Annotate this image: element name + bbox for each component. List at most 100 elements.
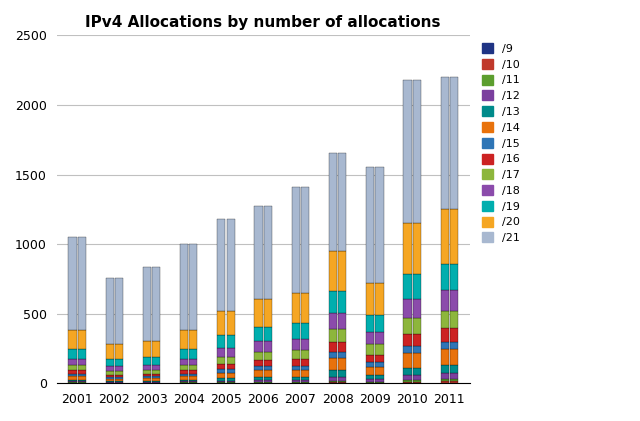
- Bar: [180, 349, 188, 359]
- Bar: [329, 381, 337, 382]
- Bar: [106, 371, 114, 375]
- Bar: [180, 365, 188, 370]
- Bar: [115, 344, 123, 359]
- Bar: [292, 293, 300, 323]
- Bar: [77, 381, 86, 382]
- Bar: [77, 365, 86, 370]
- Bar: [338, 153, 346, 250]
- Bar: [440, 373, 449, 378]
- Bar: [450, 328, 458, 342]
- Bar: [329, 358, 337, 370]
- Bar: [450, 264, 458, 290]
- Bar: [255, 299, 262, 327]
- Bar: [301, 350, 309, 359]
- Bar: [440, 349, 449, 365]
- Bar: [292, 350, 300, 359]
- Bar: [329, 250, 337, 291]
- Bar: [413, 223, 421, 274]
- Bar: [68, 374, 77, 376]
- Bar: [189, 330, 198, 349]
- Bar: [143, 357, 151, 365]
- Bar: [376, 362, 383, 367]
- Bar: [301, 359, 309, 365]
- Bar: [68, 382, 77, 383]
- Bar: [189, 349, 198, 359]
- Bar: [292, 187, 300, 293]
- Bar: [143, 374, 151, 376]
- Bar: [450, 349, 458, 365]
- Bar: [403, 346, 412, 353]
- Bar: [115, 359, 123, 366]
- Bar: [143, 267, 151, 341]
- Bar: [301, 323, 309, 339]
- Bar: [189, 365, 198, 370]
- Bar: [227, 381, 235, 382]
- Bar: [450, 77, 458, 209]
- Bar: [264, 327, 272, 341]
- Bar: [292, 380, 300, 382]
- Bar: [450, 365, 458, 373]
- Bar: [366, 168, 374, 283]
- Bar: [180, 359, 188, 365]
- Bar: [68, 330, 77, 349]
- Bar: [329, 329, 337, 342]
- Bar: [413, 334, 421, 346]
- Bar: [440, 328, 449, 342]
- Bar: [152, 365, 160, 370]
- Bar: [366, 354, 374, 362]
- Bar: [152, 376, 160, 378]
- Bar: [376, 315, 383, 332]
- Bar: [301, 380, 309, 382]
- Bar: [68, 380, 77, 381]
- Bar: [338, 342, 346, 352]
- Bar: [440, 264, 449, 290]
- Bar: [440, 365, 449, 373]
- Bar: [376, 332, 383, 344]
- Bar: [143, 365, 151, 370]
- Bar: [301, 339, 309, 350]
- Bar: [403, 375, 412, 380]
- Bar: [301, 382, 309, 383]
- Bar: [413, 298, 421, 318]
- Bar: [143, 376, 151, 378]
- Bar: [77, 376, 86, 380]
- Bar: [255, 206, 262, 299]
- Bar: [189, 381, 198, 382]
- Bar: [264, 352, 272, 360]
- Bar: [152, 381, 160, 382]
- Bar: [338, 313, 346, 329]
- Bar: [106, 375, 114, 377]
- Bar: [292, 339, 300, 350]
- Bar: [301, 187, 309, 293]
- Bar: [413, 368, 421, 375]
- Bar: [403, 223, 412, 274]
- Bar: [440, 378, 449, 381]
- Bar: [338, 370, 346, 377]
- Bar: [180, 330, 188, 349]
- Bar: [376, 344, 383, 354]
- Bar: [152, 267, 160, 341]
- Bar: [115, 278, 123, 344]
- Bar: [68, 365, 77, 370]
- Bar: [189, 359, 198, 365]
- Bar: [450, 209, 458, 264]
- Bar: [255, 341, 262, 352]
- Bar: [106, 278, 114, 344]
- Bar: [329, 370, 337, 377]
- Bar: [189, 374, 198, 376]
- Bar: [413, 375, 421, 380]
- Bar: [403, 380, 412, 382]
- Bar: [366, 332, 374, 344]
- Bar: [264, 360, 272, 366]
- Bar: [338, 381, 346, 382]
- Bar: [217, 312, 225, 335]
- Bar: [152, 374, 160, 376]
- Bar: [329, 153, 337, 250]
- Bar: [366, 283, 374, 315]
- Bar: [255, 352, 262, 360]
- Bar: [450, 373, 458, 378]
- Bar: [376, 381, 383, 383]
- Bar: [255, 370, 262, 377]
- Bar: [217, 370, 225, 373]
- Bar: [115, 377, 123, 378]
